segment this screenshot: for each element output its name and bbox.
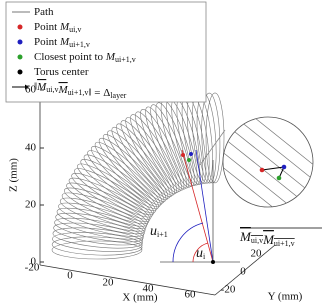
coil-ring xyxy=(54,217,144,243)
text-part: u xyxy=(150,224,157,239)
coil-ring xyxy=(63,187,149,227)
text-part: ui+1,v xyxy=(274,239,295,248)
coil-ring xyxy=(111,126,171,199)
text-part: M xyxy=(239,229,252,244)
text-part: ui,v xyxy=(251,236,263,245)
text-part: M xyxy=(59,36,70,48)
text-part: Point xyxy=(34,36,57,48)
coil-ring xyxy=(59,197,147,232)
coil-ring xyxy=(135,111,182,192)
z-tick-label: 60 xyxy=(25,84,37,96)
axes-frame xyxy=(39,80,276,296)
text-part: Closest point to xyxy=(34,51,104,63)
angle-marks xyxy=(160,129,240,264)
legend-box xyxy=(5,1,207,103)
legend-label: Torus center xyxy=(34,66,89,78)
coil-ring xyxy=(94,141,163,206)
x-tick-label: 60 xyxy=(185,289,197,301)
inset xyxy=(181,116,314,208)
coil-ring xyxy=(120,120,175,196)
legend-dot xyxy=(17,69,23,75)
coil-ring xyxy=(98,137,165,204)
legend-dot xyxy=(17,24,23,30)
z-axis-label: Z (mm) xyxy=(8,158,20,192)
torus-path xyxy=(51,92,225,260)
coil-ring xyxy=(145,106,187,190)
z-tick-label: 40 xyxy=(25,142,37,154)
x-tick-label: -20 xyxy=(25,262,40,274)
text-part: ui,v xyxy=(46,85,58,94)
coil-ring xyxy=(58,202,146,235)
text-part: Torus center xyxy=(34,66,89,78)
coil-ring xyxy=(155,102,192,188)
text-part: ui+1,v xyxy=(69,40,90,49)
coil-ring xyxy=(66,182,150,225)
coil-ring xyxy=(68,177,151,222)
text-part: M xyxy=(262,232,275,247)
x-tick-label: 40 xyxy=(143,283,155,295)
legend-dot xyxy=(17,39,23,45)
coil-ring xyxy=(196,93,217,184)
coil-ring xyxy=(107,130,169,201)
coil-ring xyxy=(53,222,144,246)
coil-ring xyxy=(61,192,147,229)
coil-ring xyxy=(90,146,161,208)
text-part: layer xyxy=(110,91,126,100)
text-part: i xyxy=(203,252,206,261)
text-part: M xyxy=(58,84,69,96)
y-tick-label: 20 xyxy=(251,248,263,260)
z-tick-label: 20 xyxy=(25,199,37,211)
x-axis-label: X (mm) xyxy=(122,292,157,304)
text-part: i+1 xyxy=(157,230,168,239)
text-part: M xyxy=(36,81,47,93)
y-tick-label: -20 xyxy=(221,284,236,296)
legend-label: Path xyxy=(34,6,54,18)
text-part: Path xyxy=(34,6,54,18)
coil-ring xyxy=(52,232,143,252)
text-part: ui,v xyxy=(69,25,81,34)
legend-label: Closest point to Mui+1,v xyxy=(34,51,136,64)
coil-ring xyxy=(116,123,173,198)
coil-ring xyxy=(56,207,145,237)
coil-ring xyxy=(125,117,177,195)
coil-ring xyxy=(74,168,153,218)
x-tick-label: 0 xyxy=(67,270,73,282)
coil-ring xyxy=(55,212,145,240)
x-tick-label: 20 xyxy=(103,277,115,289)
coil-ring xyxy=(140,109,185,191)
coil-ring xyxy=(51,236,143,256)
coil-ring xyxy=(71,173,152,220)
text-part: ui+1,v xyxy=(68,88,89,97)
z-tick-label: 0 xyxy=(31,256,37,268)
y-tick-label: 0 xyxy=(240,266,246,278)
text-part: u xyxy=(196,246,203,261)
coil-ring xyxy=(87,150,159,210)
arrow-head xyxy=(25,84,29,90)
coil-ring xyxy=(51,240,143,260)
text-part: ui+1,v xyxy=(115,55,136,64)
text-part: M xyxy=(105,51,116,63)
text-part: Δ xyxy=(103,87,110,99)
angle-label: ui+1 xyxy=(150,224,168,239)
coil-ring xyxy=(102,134,167,202)
text-part: M xyxy=(59,21,70,33)
y-axis-label: Y (mm) xyxy=(268,291,303,303)
legend-label: Point Mui+1,v xyxy=(34,36,90,49)
coil-ring xyxy=(130,114,180,193)
coil-ring xyxy=(83,154,158,212)
coil-ring xyxy=(205,92,225,184)
angle-label: ui xyxy=(196,246,206,261)
coil-ring xyxy=(52,227,143,249)
legend-dot xyxy=(17,54,23,60)
segment-label: Mui,vMui+1,v xyxy=(239,229,295,248)
coil-ring xyxy=(150,104,190,189)
coil-ring xyxy=(77,163,155,216)
legend-label: Point Mui,v xyxy=(34,21,81,34)
text-part: Point xyxy=(34,21,57,33)
coil-ring xyxy=(80,159,156,214)
text-part: = xyxy=(94,87,100,99)
